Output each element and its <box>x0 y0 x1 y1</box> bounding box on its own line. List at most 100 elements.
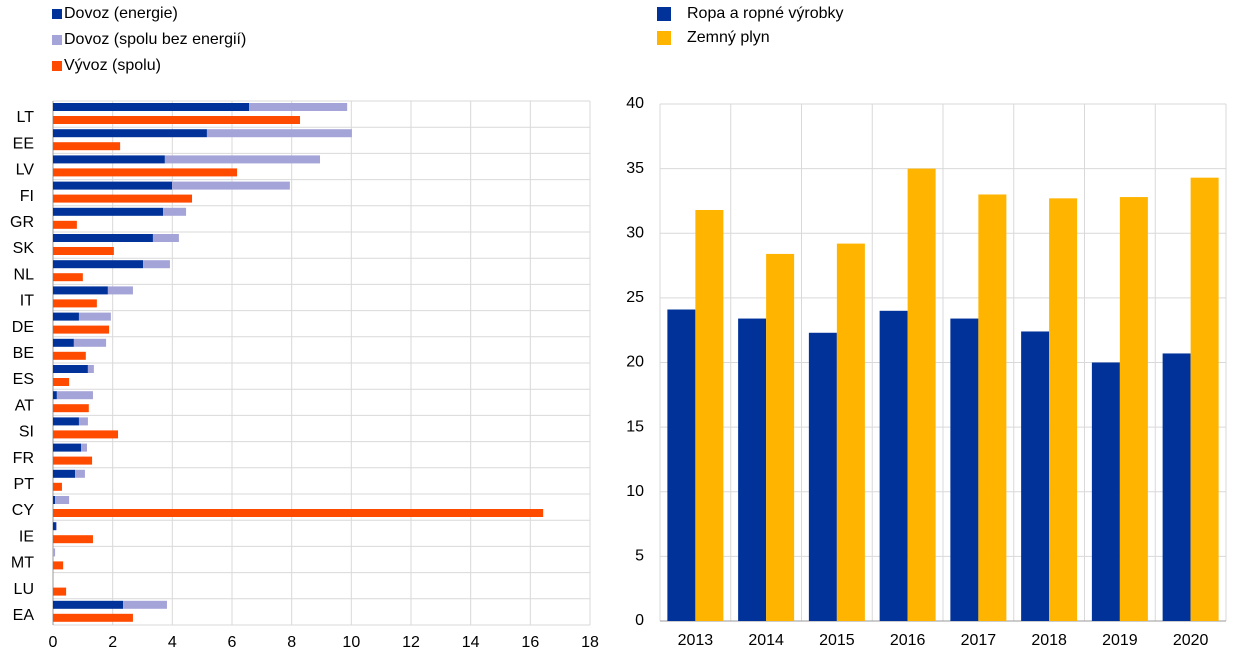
bar <box>667 309 696 621</box>
y-tick-label: EA <box>13 607 35 624</box>
bar <box>73 338 107 347</box>
y-tick-label: 30 <box>626 224 644 241</box>
bar <box>163 207 187 216</box>
x-tick-label: 6 <box>228 634 237 651</box>
x-tick-label: 14 <box>462 634 480 651</box>
bar <box>78 417 88 426</box>
bar <box>1021 331 1050 621</box>
y-tick-label: IE <box>19 528 34 545</box>
x-tick-label: 12 <box>402 634 420 651</box>
bar <box>53 207 164 216</box>
y-tick-label: 15 <box>626 418 644 435</box>
bar <box>53 273 83 282</box>
y-tick-label: IT <box>20 293 34 310</box>
bar <box>53 469 76 478</box>
x-tick-label: 16 <box>521 634 539 651</box>
bar <box>53 404 89 413</box>
bar <box>53 391 57 400</box>
bar <box>907 168 936 621</box>
bar <box>172 181 290 190</box>
bar <box>53 142 121 151</box>
y-tick-label: LU <box>14 581 34 598</box>
bar <box>1162 353 1191 621</box>
bar <box>53 155 165 164</box>
y-tick-label: 5 <box>635 548 644 565</box>
x-tick-label: 2014 <box>748 632 784 649</box>
bar <box>143 260 170 269</box>
legend-swatch <box>657 31 671 45</box>
y-tick-label: FI <box>20 188 34 205</box>
bar <box>1190 177 1219 622</box>
bar <box>53 168 238 177</box>
bar <box>53 522 56 531</box>
legend-label: Ropa a ropné výrobky <box>687 5 844 22</box>
bar <box>53 234 153 242</box>
bar <box>53 325 110 334</box>
y-tick-label: EE <box>13 135 34 152</box>
x-tick-label: 2020 <box>1173 632 1209 649</box>
y-tick-label: BE <box>13 345 34 362</box>
bar <box>695 209 724 622</box>
bar <box>53 561 64 570</box>
y-tick-label: MT <box>11 555 34 572</box>
bar <box>53 351 86 360</box>
x-tick-label: 10 <box>342 634 360 651</box>
bar <box>53 378 70 386</box>
legend-label: Dovoz (energie) <box>64 5 178 22</box>
x-tick-label: 2013 <box>678 632 714 649</box>
bar <box>808 332 837 621</box>
y-tick-label: FR <box>13 450 34 467</box>
bar <box>53 587 67 596</box>
y-tick-label: DE <box>12 319 34 336</box>
bar <box>950 318 979 621</box>
bar <box>53 103 250 111</box>
bar <box>53 430 119 439</box>
bar <box>53 456 93 465</box>
y-tick-label: AT <box>15 397 34 414</box>
bar <box>1119 197 1148 621</box>
x-tick-label: 4 <box>168 634 177 651</box>
x-tick-label: 8 <box>287 634 296 651</box>
bar <box>53 181 173 190</box>
y-tick-label: SK <box>13 240 35 257</box>
bar <box>107 286 133 295</box>
bar <box>53 600 124 609</box>
y-tick-label: PT <box>14 476 35 493</box>
bar <box>53 365 88 373</box>
y-tick-label: 0 <box>635 612 644 629</box>
y-tick-label: LT <box>17 109 35 126</box>
x-tick-label: 2016 <box>890 632 926 649</box>
bar <box>766 253 795 621</box>
bar <box>738 318 767 621</box>
bar <box>53 548 56 557</box>
legend-swatch <box>657 7 671 21</box>
bar <box>55 496 70 504</box>
bar <box>249 103 348 111</box>
legend-swatch <box>52 9 62 19</box>
y-tick-label: ES <box>13 371 34 388</box>
x-tick-label: 18 <box>581 634 599 651</box>
y-tick-label: NL <box>14 266 35 283</box>
bar <box>152 234 179 242</box>
bar <box>53 338 74 347</box>
bar <box>87 365 94 373</box>
bar <box>53 247 114 255</box>
bar <box>53 299 97 308</box>
bar <box>81 443 88 452</box>
legend-swatch <box>52 61 62 71</box>
y-tick-label: 20 <box>626 354 644 371</box>
y-tick-label: SI <box>19 424 34 441</box>
bar <box>53 312 79 321</box>
bar <box>53 260 144 269</box>
x-tick-label: 2017 <box>961 632 997 649</box>
bar <box>53 443 82 452</box>
y-tick-label: LV <box>16 162 35 179</box>
bar <box>53 613 133 622</box>
y-tick-label: 35 <box>626 160 644 177</box>
x-tick-label: 2015 <box>819 632 855 649</box>
bar <box>879 310 908 621</box>
bar <box>78 312 111 321</box>
bar <box>978 194 1007 621</box>
bar <box>53 509 544 517</box>
